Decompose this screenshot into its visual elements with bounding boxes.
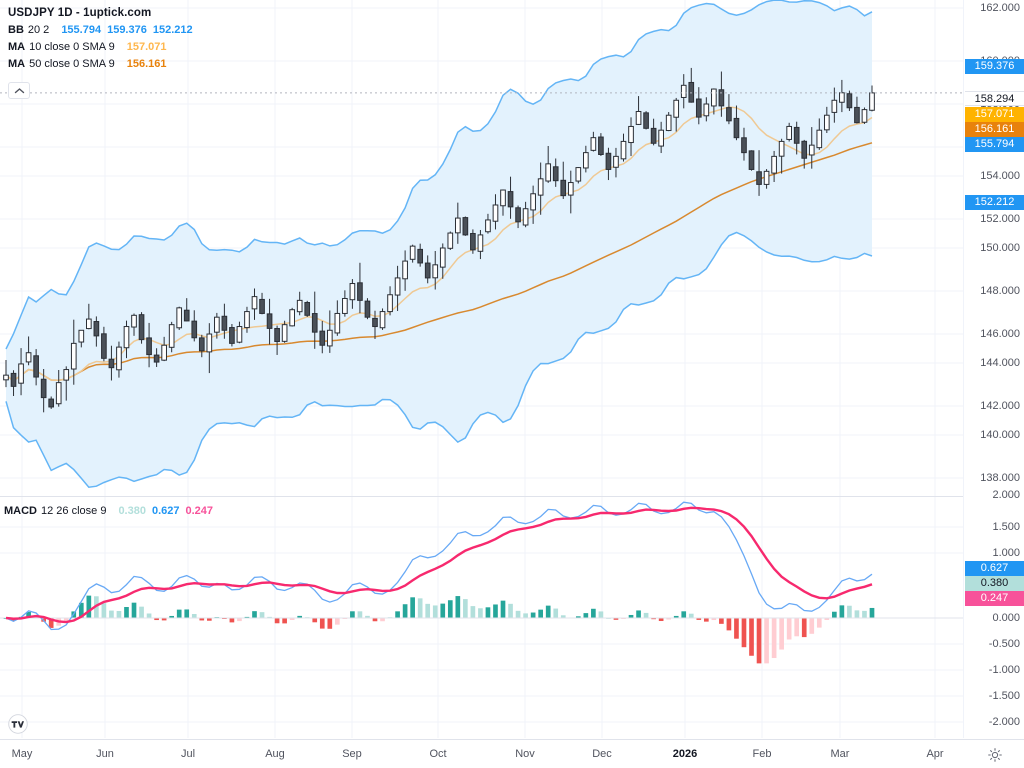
macd-line bbox=[5, 501, 873, 631]
time-axis-tick-mar: Mar bbox=[830, 748, 850, 760]
last-price-badge[interactable]: 158.294 bbox=[965, 91, 1024, 106]
macd-line-value: 0.627 bbox=[151, 505, 180, 517]
legend-bb-row[interactable]: BB 20 2 155.794 159.376 152.212 bbox=[8, 22, 193, 39]
candlestick-series bbox=[3, 67, 875, 413]
price-axis-tick-10: 142.000 bbox=[980, 400, 1020, 412]
macd-axis-tick-5: -1.000 bbox=[988, 664, 1020, 676]
page-title: USDJPY 1D - 1uptick.com bbox=[8, 7, 152, 19]
price-axis-tick-11: 140.000 bbox=[980, 429, 1020, 441]
time-axis[interactable]: May Jun Jul Aug Sep Oct Nov Dec 2026 Feb Mar Apr bbox=[0, 739, 1024, 768]
macd-histogram-value: 0.380 bbox=[118, 505, 146, 517]
price-axis-tick-8: 146.000 bbox=[980, 328, 1020, 340]
ma10-price-badge[interactable]: 157.071 bbox=[965, 107, 1024, 122]
time-axis-tick-may: May bbox=[11, 748, 33, 760]
time-axis-tick-oct: Oct bbox=[429, 748, 447, 760]
bollinger-band-fill bbox=[6, 0, 872, 488]
bollinger-upper-line bbox=[5, 0, 873, 350]
price-axis-tick-12: 138.000 bbox=[980, 472, 1020, 484]
bb-lower-value: 152.212 bbox=[152, 24, 193, 36]
price-axis[interactable]: 162.000160.000158.000156.000154.000152.0… bbox=[963, 0, 1024, 738]
macd-axis-tick-2: 1.000 bbox=[992, 547, 1020, 559]
bb-basis-value: 155.794 bbox=[61, 24, 102, 36]
macd-signal-line bbox=[5, 506, 873, 624]
macd-hist-badge[interactable]: 0.380 bbox=[965, 576, 1024, 591]
legend-collapse-button[interactable] bbox=[8, 82, 30, 99]
macd-legend[interactable]: MACD 12 26 close 9 0.380 0.627 0.247 bbox=[4, 503, 213, 520]
time-axis-tick-feb: Feb bbox=[752, 748, 772, 760]
time-axis-tick-jul: Jul bbox=[180, 748, 196, 760]
time-axis-tick-sep: Sep bbox=[342, 748, 362, 760]
legend-ma10-row[interactable]: MA 10 close 0 SMA 9 157.071 bbox=[8, 39, 193, 56]
macd-pane[interactable] bbox=[0, 497, 963, 738]
bb-lower-price-badge[interactable]: 152.212 bbox=[965, 195, 1024, 210]
ma50-indicator-name: MA bbox=[8, 58, 26, 70]
bb-basis-price-badge[interactable]: 155.794 bbox=[965, 137, 1024, 152]
macd-axis-tick-3: 0.000 bbox=[992, 612, 1020, 624]
price-axis-tick-7: 148.000 bbox=[980, 285, 1020, 297]
price-axis-tick-5: 152.000 bbox=[980, 213, 1020, 225]
macd-signal-value: 0.247 bbox=[185, 505, 214, 517]
macd-plot[interactable] bbox=[0, 497, 963, 738]
macd-indicator-params: 12 26 close 9 bbox=[41, 505, 107, 517]
macd-axis-tick-1: 1.500 bbox=[992, 521, 1020, 533]
pane-separator bbox=[0, 496, 1024, 497]
price-legend: USDJPY 1D - 1uptick.com BB 20 2 155.794 … bbox=[8, 5, 193, 73]
time-axis-tick-apr: Apr bbox=[926, 748, 944, 760]
time-axis-tick-jun: Jun bbox=[96, 748, 114, 760]
bb-indicator-params: 20 2 bbox=[27, 24, 50, 36]
ma10-indicator-name: MA bbox=[8, 41, 26, 53]
ma10-indicator-params: 10 close 0 SMA 9 bbox=[29, 41, 115, 53]
chevron-up-icon bbox=[14, 87, 24, 93]
ma50-price-badge[interactable]: 156.161 bbox=[965, 122, 1024, 137]
macd-indicator-name: MACD bbox=[4, 505, 37, 517]
macd-axis-tick-6: -1.500 bbox=[988, 690, 1020, 702]
macd-axis-tick-4: -0.500 bbox=[988, 638, 1020, 650]
price-axis-tick-0: 162.000 bbox=[980, 2, 1020, 14]
ma10-value: 157.071 bbox=[126, 41, 167, 53]
time-axis-tick-dec: Dec bbox=[592, 748, 612, 760]
price-axis-tick-4: 154.000 bbox=[980, 170, 1020, 182]
legend-ma50-row[interactable]: MA 50 close 0 SMA 9 156.161 bbox=[8, 56, 193, 73]
bollinger-lower-line bbox=[5, 231, 873, 488]
macd-axis-tick-7: -2.000 bbox=[988, 716, 1020, 728]
ma50-indicator-params: 50 close 0 SMA 9 bbox=[29, 58, 115, 70]
macd-line-badge[interactable]: 0.627 bbox=[965, 561, 1024, 576]
tradingview-logo[interactable] bbox=[8, 714, 28, 734]
ma50-value: 156.161 bbox=[126, 58, 167, 70]
price-plot[interactable] bbox=[0, 0, 963, 496]
price-axis-tick-9: 144.000 bbox=[980, 357, 1020, 369]
legend-macd-row[interactable]: MACD 12 26 close 9 0.380 0.627 0.247 bbox=[4, 503, 213, 520]
macd-signal-badge[interactable]: 0.247 bbox=[965, 591, 1024, 606]
macd-axis-tick-0: 2.000 bbox=[992, 489, 1020, 501]
ma50-line bbox=[5, 142, 873, 382]
macd-histogram bbox=[3, 595, 875, 664]
bb-upper-value: 159.376 bbox=[107, 24, 147, 36]
gear-icon[interactable] bbox=[988, 748, 1002, 762]
bb-indicator-name: BB bbox=[8, 24, 24, 36]
time-axis-tick-nov: Nov bbox=[515, 748, 535, 760]
price-axis-tick-6: 150.000 bbox=[980, 242, 1020, 254]
time-axis-tick-aug: Aug bbox=[265, 748, 285, 760]
legend-symbol-row[interactable]: USDJPY 1D - 1uptick.com bbox=[8, 5, 193, 22]
price-pane[interactable] bbox=[0, 0, 963, 496]
bb-upper-price-badge[interactable]: 159.376 bbox=[965, 59, 1024, 74]
time-axis-tick-2026: 2026 bbox=[672, 748, 698, 760]
